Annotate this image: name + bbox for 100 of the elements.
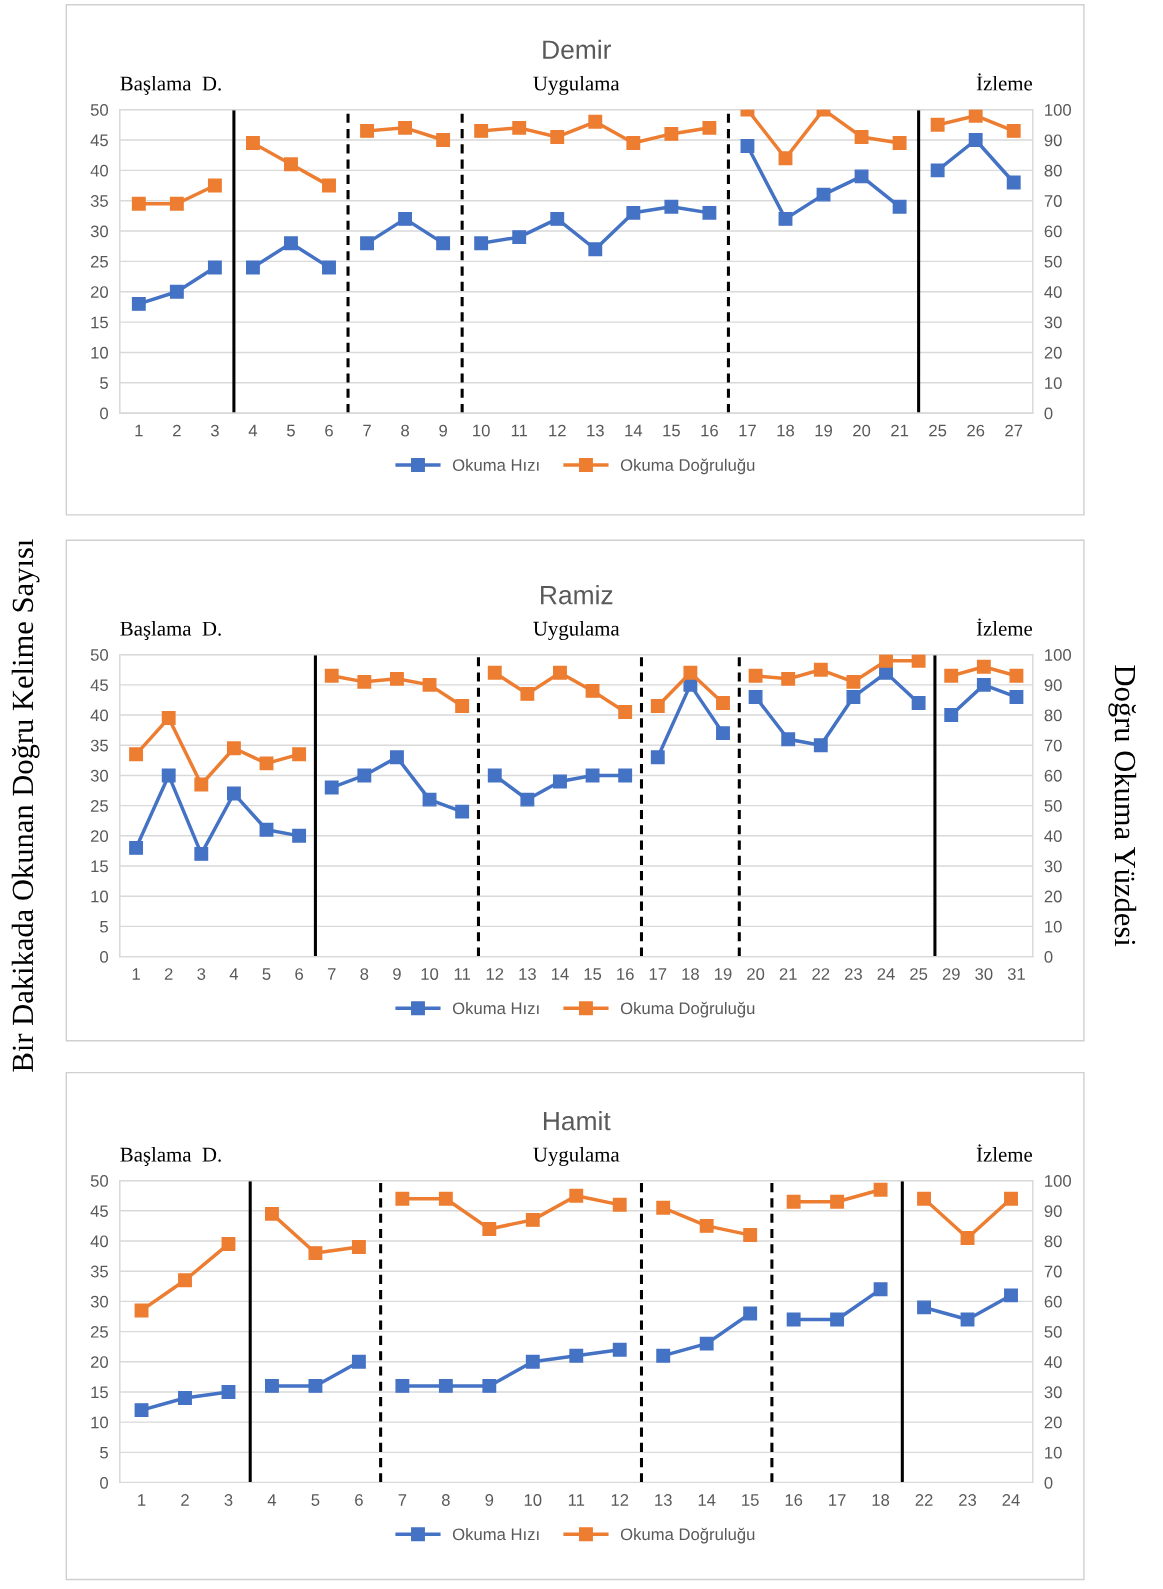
x-tick-label: 4 — [229, 968, 239, 980]
y2-tick-label: 10 — [1045, 1446, 1062, 1459]
y-tick-label: 40 — [90, 164, 109, 177]
y2-tick-label: 100 — [1045, 649, 1072, 661]
text: Uygulama — [533, 1147, 620, 1166]
y-tick-label: 40 — [90, 1235, 109, 1248]
y-tick-label: 45 — [90, 1205, 108, 1218]
y2-tick-label: 70 — [1044, 739, 1062, 752]
x-tick-label: 14 — [698, 1494, 716, 1506]
x-tick-label: 7 — [327, 968, 336, 980]
y2-tick-label: 80 — [1044, 709, 1062, 722]
y2-tick-label: 30 — [1044, 860, 1062, 873]
y2-tick-label: 60 — [1044, 1295, 1062, 1308]
x-tick-label: 21 — [779, 968, 797, 980]
y2-axis-title: Doğru Okuma Yüzdesi — [1108, 665, 1137, 947]
x-tick-label: 15 — [742, 1494, 759, 1506]
x-tick-label: 2 — [164, 968, 173, 980]
y-tick-label: 25 — [90, 800, 108, 812]
y2-tick-label: 0 — [1044, 950, 1053, 963]
x-tick-label: 7 — [363, 424, 371, 437]
y2-tick-label: 50 — [1044, 800, 1062, 812]
y2-tick-label: 30 — [1044, 1386, 1062, 1399]
y-tick-label: 40 — [90, 709, 109, 722]
x-tick-label: 6 — [355, 1494, 363, 1506]
y2-tick-label: 100 — [1045, 104, 1072, 116]
x-tick-label: 24 — [877, 968, 895, 980]
y-tick-label: 10 — [91, 346, 109, 359]
legend-label: Okuma Hızı — [452, 1527, 539, 1541]
x-tick-label: 8 — [401, 424, 409, 437]
y2-tick-label: 10 — [1045, 377, 1062, 389]
x-tick-label: 23 — [959, 1494, 977, 1506]
x-tick-label: 23 — [844, 968, 862, 980]
x-tick-label: 18 — [777, 424, 795, 437]
x-tick-label: 19 — [714, 968, 732, 980]
x-tick-label: 10 — [524, 1494, 542, 1506]
x-tick-label: 9 — [439, 424, 447, 437]
x-tick-label: 13 — [655, 1494, 672, 1506]
x-tick-label: 18 — [872, 1494, 890, 1506]
y-tick-label: 35 — [90, 1265, 108, 1278]
x-tick-label: 12 — [549, 424, 566, 437]
y2-tick-label: 20 — [1044, 346, 1062, 359]
y-tick-label: 0 — [100, 1476, 109, 1489]
x-tick-label: 8 — [441, 1494, 450, 1506]
text: İzleme — [976, 1144, 1033, 1162]
x-tick-label: 15 — [584, 968, 602, 980]
x-tick-label: 10 — [473, 424, 490, 437]
x-tick-label: 5 — [311, 1494, 320, 1506]
chart-title: Ramiz — [541, 585, 613, 605]
y-tick-label: 5 — [100, 1446, 108, 1459]
x-tick-label: 6 — [295, 968, 304, 980]
x-tick-label: 18 — [682, 968, 699, 980]
y-tick-label: 10 — [91, 890, 109, 903]
x-tick-label: 1 — [138, 1494, 146, 1506]
x-tick-label: 16 — [785, 1494, 803, 1506]
text: Uygulama — [533, 621, 620, 640]
y2-tick-label: 90 — [1044, 134, 1062, 147]
y2-tick-label: 40 — [1044, 286, 1062, 298]
x-tick-label: 5 — [287, 424, 295, 437]
x-tick-label: 2 — [181, 1494, 189, 1506]
x-tick-label: 14 — [625, 424, 643, 437]
y-tick-label: 15 — [91, 1386, 108, 1399]
y-tick-label: 25 — [90, 255, 108, 268]
text: İzleme — [976, 73, 1033, 91]
x-tick-label: 2 — [173, 424, 181, 437]
y2-tick-label: 20 — [1044, 890, 1062, 903]
legend-label: Okuma Doğruluğu — [620, 1001, 755, 1018]
x-tick-label: 26 — [967, 424, 985, 437]
x-tick-label: 24 — [1002, 1494, 1020, 1506]
x-tick-label: 30 — [975, 968, 993, 980]
y-tick-label: 20 — [90, 286, 109, 298]
x-tick-label: 13 — [587, 424, 604, 437]
chart-title: Demir — [543, 39, 612, 60]
y-tick-label: 15 — [91, 860, 108, 873]
y-tick-label: 30 — [90, 1295, 109, 1308]
x-tick-label: 12 — [611, 1494, 629, 1506]
x-tick-label: 11 — [454, 968, 470, 980]
y-tick-label: 45 — [90, 679, 108, 692]
x-tick-label: 19 — [815, 424, 833, 437]
legend-label: Okuma Doğruluğu — [620, 1527, 755, 1544]
x-tick-label: 8 — [360, 968, 369, 980]
x-tick-label: 16 — [701, 424, 718, 437]
y2-tick-label: 40 — [1044, 1356, 1062, 1368]
y-tick-label: 30 — [90, 769, 109, 782]
y-tick-label: 0 — [100, 407, 109, 420]
y-tick-label: 50 — [90, 649, 109, 661]
x-tick-label: 20 — [853, 424, 871, 437]
x-tick-label: 11 — [568, 1494, 585, 1506]
x-tick-label: 10 — [421, 968, 439, 980]
x-tick-label: 20 — [747, 968, 765, 980]
y2-tick-label: 0 — [1044, 407, 1053, 420]
x-tick-label: 25 — [929, 424, 947, 437]
y-tick-label: 35 — [90, 739, 108, 752]
y-tick-label: 50 — [90, 104, 109, 116]
text: Uygulama — [533, 75, 620, 95]
x-tick-label: 25 — [910, 968, 928, 980]
x-tick-label: 3 — [197, 968, 206, 980]
y-tick-label: 50 — [90, 1175, 109, 1187]
x-tick-label: 16 — [617, 968, 634, 980]
y2-tick-label: 10 — [1045, 920, 1062, 933]
y2-tick-label: 50 — [1044, 255, 1062, 268]
